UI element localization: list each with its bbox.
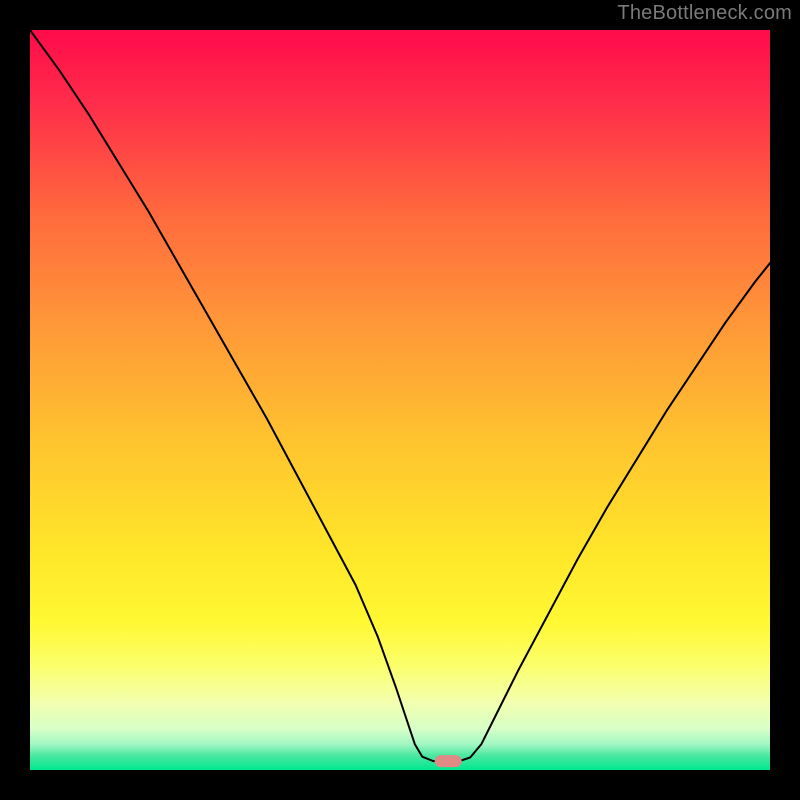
watermark-text: TheBottleneck.com — [617, 2, 792, 25]
bottleneck-curve — [30, 30, 770, 761]
plot-area — [30, 30, 770, 770]
chart-frame: TheBottleneck.com — [0, 0, 800, 800]
curve-svg — [30, 30, 770, 770]
optimum-marker — [435, 755, 462, 767]
